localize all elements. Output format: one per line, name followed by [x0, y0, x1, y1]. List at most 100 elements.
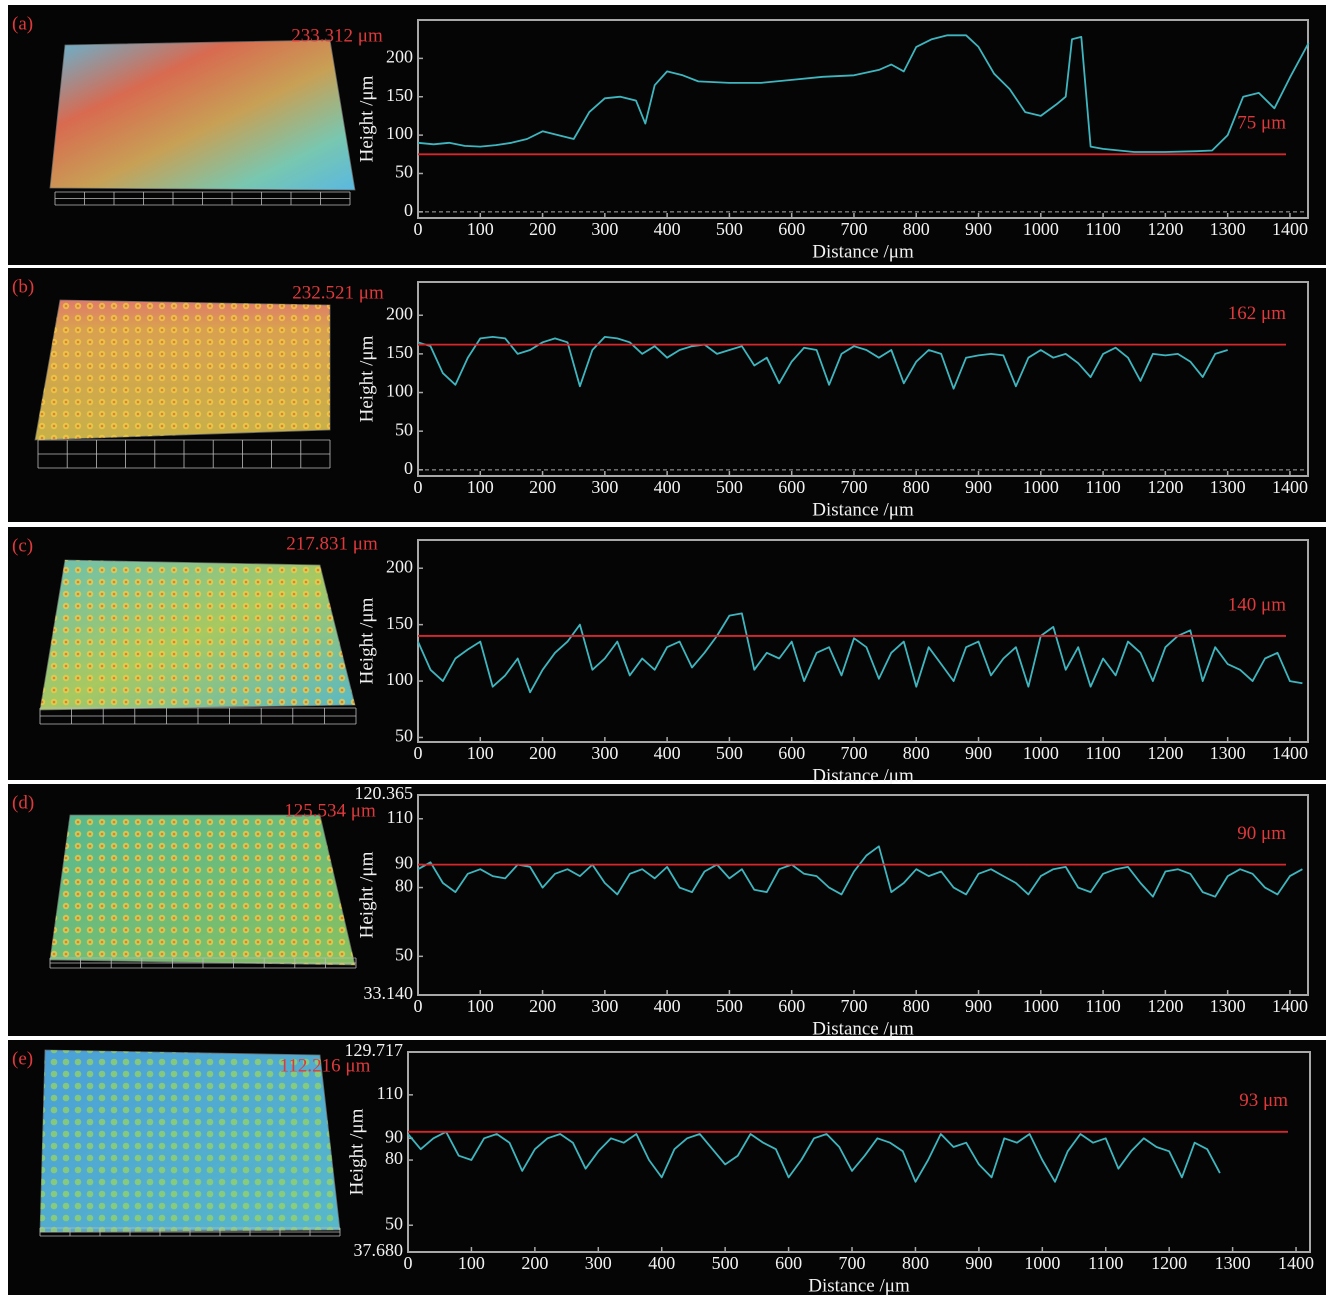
surface-height-label: 233.312 μm [291, 25, 383, 46]
x-tick-label: 1000 [1024, 1253, 1060, 1273]
x-tick-label: 1300 [1215, 1253, 1251, 1273]
x-tick-label: 700 [839, 1253, 866, 1273]
figure: (a)233.312 μm010020030040050060070080090… [0, 0, 1329, 1295]
x-tick-label: 1100 [1085, 477, 1120, 497]
x-tick-label: 500 [712, 1253, 739, 1273]
y-tick-label: 100 [386, 381, 413, 401]
y-tick-label: 120.365 [355, 783, 414, 803]
surface-height-label: 232.521 μm [292, 282, 384, 303]
panel-label: (c) [12, 535, 33, 556]
x-tick-label: 600 [778, 743, 805, 763]
x-tick-label: 1100 [1088, 1253, 1123, 1273]
y-tick-label: 50 [395, 162, 413, 182]
y-axis-label: Height /μm [346, 1108, 367, 1195]
page: (a)233.312 μm010020030040050060070080090… [0, 0, 1329, 1295]
y-tick-label: 80 [395, 876, 413, 896]
panel-label: (d) [12, 792, 34, 813]
x-tick-label: 600 [778, 996, 805, 1016]
reference-label: 75 μm [1237, 113, 1286, 134]
x-tick-label: 900 [965, 219, 992, 239]
reference-label: 162 μm [1228, 303, 1286, 324]
x-tick-label: 100 [467, 996, 494, 1016]
y-tick-label: 150 [386, 85, 413, 105]
y-tick-label: 110 [377, 1083, 403, 1103]
y-axis-label: Height /μm [356, 335, 377, 422]
reference-label: 140 μm [1228, 594, 1286, 615]
surface-image [50, 40, 355, 190]
x-axis-label: Distance /μm [812, 765, 914, 786]
surface-texture [40, 1050, 340, 1232]
x-tick-label: 500 [716, 996, 743, 1016]
x-tick-label: 400 [654, 996, 681, 1016]
x-tick-label: 1400 [1278, 1253, 1314, 1273]
x-tick-label: 600 [775, 1253, 802, 1273]
x-tick-label: 100 [467, 477, 494, 497]
y-axis-label: Height /μm [356, 851, 377, 938]
x-tick-label: 400 [654, 743, 681, 763]
x-tick-label: 800 [903, 996, 930, 1016]
surface-texture [35, 300, 330, 440]
x-tick-label: 1400 [1272, 743, 1308, 763]
x-tick-label: 0 [414, 219, 423, 239]
x-tick-label: 1000 [1023, 219, 1059, 239]
x-tick-label: 800 [902, 1253, 929, 1273]
x-tick-label: 700 [840, 743, 867, 763]
y-tick-label: 129.717 [345, 1040, 404, 1060]
y-tick-label: 50 [395, 726, 413, 746]
y-tick-label: 50 [395, 944, 413, 964]
surface-height-label: 125.534 μm [284, 800, 376, 821]
x-axis-label: Distance /μm [812, 499, 914, 520]
y-tick-label: 80 [385, 1148, 403, 1168]
x-tick-label: 400 [654, 219, 681, 239]
x-tick-label: 1400 [1272, 477, 1308, 497]
x-axis-label: Distance /μm [812, 1018, 914, 1039]
x-tick-label: 900 [965, 743, 992, 763]
x-tick-label: 100 [458, 1253, 485, 1273]
x-tick-label: 1200 [1147, 219, 1183, 239]
x-tick-label: 1000 [1023, 477, 1059, 497]
x-tick-label: 1100 [1085, 743, 1120, 763]
x-tick-label: 500 [716, 219, 743, 239]
surface-texture [50, 815, 355, 965]
y-tick-label: 37.680 [354, 1240, 404, 1260]
x-tick-label: 0 [414, 996, 423, 1016]
y-tick-label: 90 [385, 1126, 403, 1146]
y-tick-label: 200 [386, 46, 413, 66]
x-tick-label: 1100 [1085, 219, 1120, 239]
x-tick-label: 300 [591, 743, 618, 763]
x-tick-label: 900 [965, 1253, 992, 1273]
reference-label: 93 μm [1239, 1090, 1288, 1111]
surface-texture [40, 560, 355, 710]
y-tick-label: 100 [386, 669, 413, 689]
x-tick-label: 300 [591, 996, 618, 1016]
x-tick-label: 200 [529, 743, 556, 763]
x-tick-label: 200 [529, 996, 556, 1016]
panel-label: (b) [12, 276, 34, 297]
x-tick-label: 900 [965, 996, 992, 1016]
x-tick-label: 800 [903, 219, 930, 239]
panel-label: (e) [12, 1048, 33, 1069]
x-tick-label: 1200 [1147, 996, 1183, 1016]
x-tick-label: 200 [529, 219, 556, 239]
x-tick-label: 800 [903, 477, 930, 497]
x-tick-label: 1000 [1023, 743, 1059, 763]
x-tick-label: 500 [716, 743, 743, 763]
y-axis-label: Height /μm [356, 597, 377, 684]
x-tick-label: 600 [778, 219, 805, 239]
y-tick-label: 110 [387, 807, 413, 827]
y-tick-label: 150 [386, 613, 413, 633]
x-tick-label: 200 [521, 1253, 548, 1273]
y-tick-label: 100 [386, 123, 413, 143]
x-tick-label: 500 [716, 477, 743, 497]
x-tick-label: 1200 [1147, 743, 1183, 763]
x-tick-label: 300 [585, 1253, 612, 1273]
x-tick-label: 400 [648, 1253, 675, 1273]
x-tick-label: 100 [467, 743, 494, 763]
y-tick-label: 50 [385, 1213, 403, 1233]
y-tick-label: 50 [395, 419, 413, 439]
x-tick-label: 400 [654, 477, 681, 497]
